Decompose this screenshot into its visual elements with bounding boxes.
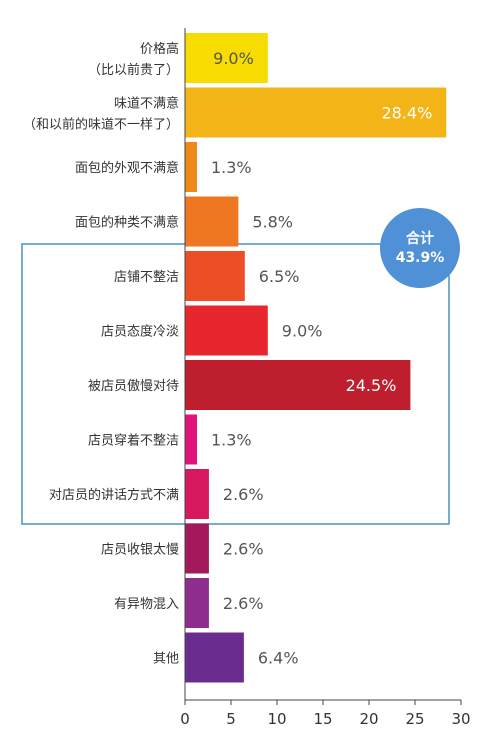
x-tick-label: 10 xyxy=(267,710,286,728)
bar-value-label: 6.5% xyxy=(259,267,300,286)
x-tick-label: 0 xyxy=(180,710,190,728)
bar-1 xyxy=(185,87,447,138)
bar-7 xyxy=(185,414,197,465)
bar-0 xyxy=(185,33,268,83)
x-tick-label: 15 xyxy=(313,710,332,728)
bar-value-label: 2.6% xyxy=(223,594,264,613)
category-label: 店员收银太慢 xyxy=(101,542,179,558)
category-label: 被店员傲慢对待 xyxy=(88,378,179,394)
total-badge: 合计 43.9% xyxy=(380,208,460,288)
x-tick-label: 5 xyxy=(226,710,236,728)
bar-value-label: 5.8% xyxy=(252,213,293,232)
x-axis: 0 5 10 15 20 25 30 xyxy=(180,28,471,728)
total-badge-circle xyxy=(380,208,460,288)
bar-6 xyxy=(185,360,411,410)
category-label: 店铺不整洁 xyxy=(114,270,179,285)
bar-value-label: 28.4% xyxy=(381,104,432,123)
category-label: 面包的外观不满意 xyxy=(75,160,179,176)
bar-value-label: 1.3% xyxy=(211,158,252,177)
bar-value-label: 2.6% xyxy=(223,485,264,504)
x-tick-label: 25 xyxy=(405,710,424,728)
bar-value-label: 9.0% xyxy=(282,322,323,341)
bar-value-label: 24.5% xyxy=(346,376,397,395)
bar-5 xyxy=(185,305,268,356)
bar-value-label: 6.4% xyxy=(258,649,299,668)
bars: 9.0% 价格高 （比以前贵了） 28.4% 味道不满意 （和以前的味道不一样了） 1.3%… xyxy=(23,33,447,683)
category-label: 有异物混入 xyxy=(114,597,179,612)
bar-11 xyxy=(185,632,244,683)
category-label: 面包的种类不满意 xyxy=(75,215,179,231)
category-label: 店员态度冷淡 xyxy=(101,324,179,340)
x-tick-label: 30 xyxy=(451,710,470,728)
bar-2 xyxy=(185,142,197,192)
category-label: （比以前贵了） xyxy=(88,62,179,78)
bar-3 xyxy=(185,196,239,247)
category-label: （和以前的味道不一样了） xyxy=(23,117,179,133)
bar-value-label: 9.0% xyxy=(213,49,254,68)
bar-8 xyxy=(185,469,209,519)
bar-9 xyxy=(185,523,209,574)
category-label: 店员穿着不整洁 xyxy=(88,433,179,449)
bar-4 xyxy=(185,251,245,301)
total-badge-value: 43.9% xyxy=(396,250,445,266)
bar-10 xyxy=(185,578,209,628)
category-label: 其他 xyxy=(153,652,179,667)
category-label: 味道不满意 xyxy=(114,96,179,112)
category-label: 对店员的讲话方式不满 xyxy=(49,487,179,503)
bar-value-label: 1.3% xyxy=(211,431,252,450)
x-tick-label: 20 xyxy=(359,710,378,728)
total-badge-label: 合计 xyxy=(406,230,434,247)
bar-value-label: 2.6% xyxy=(223,540,264,559)
category-label: 价格高 xyxy=(140,41,179,57)
